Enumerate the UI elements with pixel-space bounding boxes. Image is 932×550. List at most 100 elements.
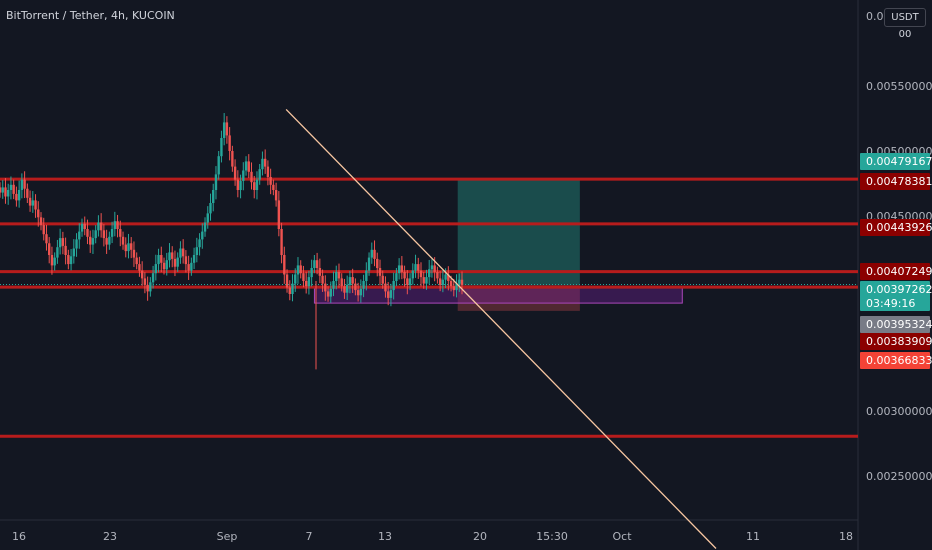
time-tick-label: Oct (612, 530, 632, 543)
candle (239, 174, 242, 199)
candle (458, 273, 461, 292)
candle (236, 170, 240, 198)
candle (395, 268, 398, 287)
candle (274, 182, 278, 207)
candle (83, 216, 86, 236)
candle (102, 224, 106, 247)
candle (217, 151, 220, 180)
time-axis: 16 23 Sep 7 13 20 15:30 Oct 11 18 (12, 530, 853, 543)
candle (39, 212, 43, 231)
candle (86, 219, 89, 245)
candle (138, 256, 141, 277)
candle (130, 237, 133, 259)
candle (143, 272, 147, 294)
price-label: 0.00478381 (860, 173, 932, 190)
price-tick-label: 0.00550000 (866, 80, 932, 93)
time-tick-label: 11 (746, 530, 760, 543)
candle (386, 282, 390, 306)
candle (198, 233, 201, 256)
price-label: 0.00479167 (860, 153, 932, 170)
candle (455, 274, 458, 298)
descending-trendline[interactable] (285, 108, 717, 549)
candle (80, 218, 84, 237)
candle (67, 249, 70, 270)
candle (419, 262, 423, 287)
price-label-text: 0.00443926 (866, 221, 932, 234)
candle (201, 223, 204, 249)
candle (365, 262, 368, 291)
candle (242, 162, 245, 191)
candle (209, 193, 212, 221)
candle (149, 277, 152, 297)
candle (408, 273, 412, 291)
candle (37, 201, 40, 227)
candle (58, 228, 62, 255)
candle (296, 257, 300, 284)
candle (348, 270, 352, 294)
candle (285, 269, 289, 293)
price-label: 0.00366833 (860, 352, 932, 369)
candle (0, 182, 2, 198)
candle (332, 271, 335, 297)
candle (403, 265, 406, 287)
candle (61, 231, 65, 255)
candle (116, 214, 119, 238)
candle (91, 229, 95, 254)
candle (378, 259, 382, 286)
candle (310, 259, 313, 287)
candle (283, 246, 286, 284)
price-label-text: 0.00478381 (866, 175, 932, 188)
time-tick-label: 18 (839, 530, 853, 543)
candle (436, 266, 439, 284)
candle (20, 173, 24, 199)
time-tick-label: 20 (473, 530, 487, 543)
candle (132, 241, 136, 267)
candle (244, 156, 248, 176)
candle (105, 229, 108, 254)
candle (206, 206, 209, 229)
candle (427, 259, 431, 285)
candle (94, 225, 97, 244)
candle (75, 233, 78, 257)
candle (192, 247, 196, 270)
symbol-title[interactable]: BitTorrent / Tether, 4h, KUCOIN (6, 9, 175, 22)
candle (340, 273, 343, 292)
candle (26, 183, 29, 203)
countdown-text: 03:49:16 (866, 297, 915, 310)
price-label-text: 0.00397262 (866, 283, 932, 296)
candle (160, 246, 163, 273)
candle (288, 280, 291, 301)
candle (315, 252, 319, 275)
candle (326, 286, 330, 302)
candle (335, 265, 338, 290)
candle (64, 237, 67, 265)
candle (258, 164, 261, 185)
candle (176, 252, 179, 272)
candle (417, 257, 420, 279)
candles-layer (0, 113, 464, 370)
price-label-text: 0.00383909 (866, 335, 932, 348)
candle (78, 223, 81, 249)
candle (425, 269, 428, 290)
candle (48, 237, 51, 264)
candle (173, 250, 177, 277)
candle (359, 279, 363, 303)
candle (119, 220, 122, 247)
candle (97, 215, 100, 237)
candle (225, 116, 229, 144)
candle (362, 274, 365, 298)
candle (400, 256, 404, 280)
candle (42, 217, 45, 241)
price-label: 0.00383909 (860, 333, 932, 350)
currency-button[interactable]: USDT 00 (884, 8, 926, 40)
candle (324, 275, 327, 301)
candle (184, 250, 188, 273)
stop-zone (457, 284, 580, 311)
candle (195, 237, 199, 263)
candle (154, 254, 158, 281)
candle (231, 145, 234, 172)
candle (343, 278, 346, 299)
candle (222, 113, 226, 146)
